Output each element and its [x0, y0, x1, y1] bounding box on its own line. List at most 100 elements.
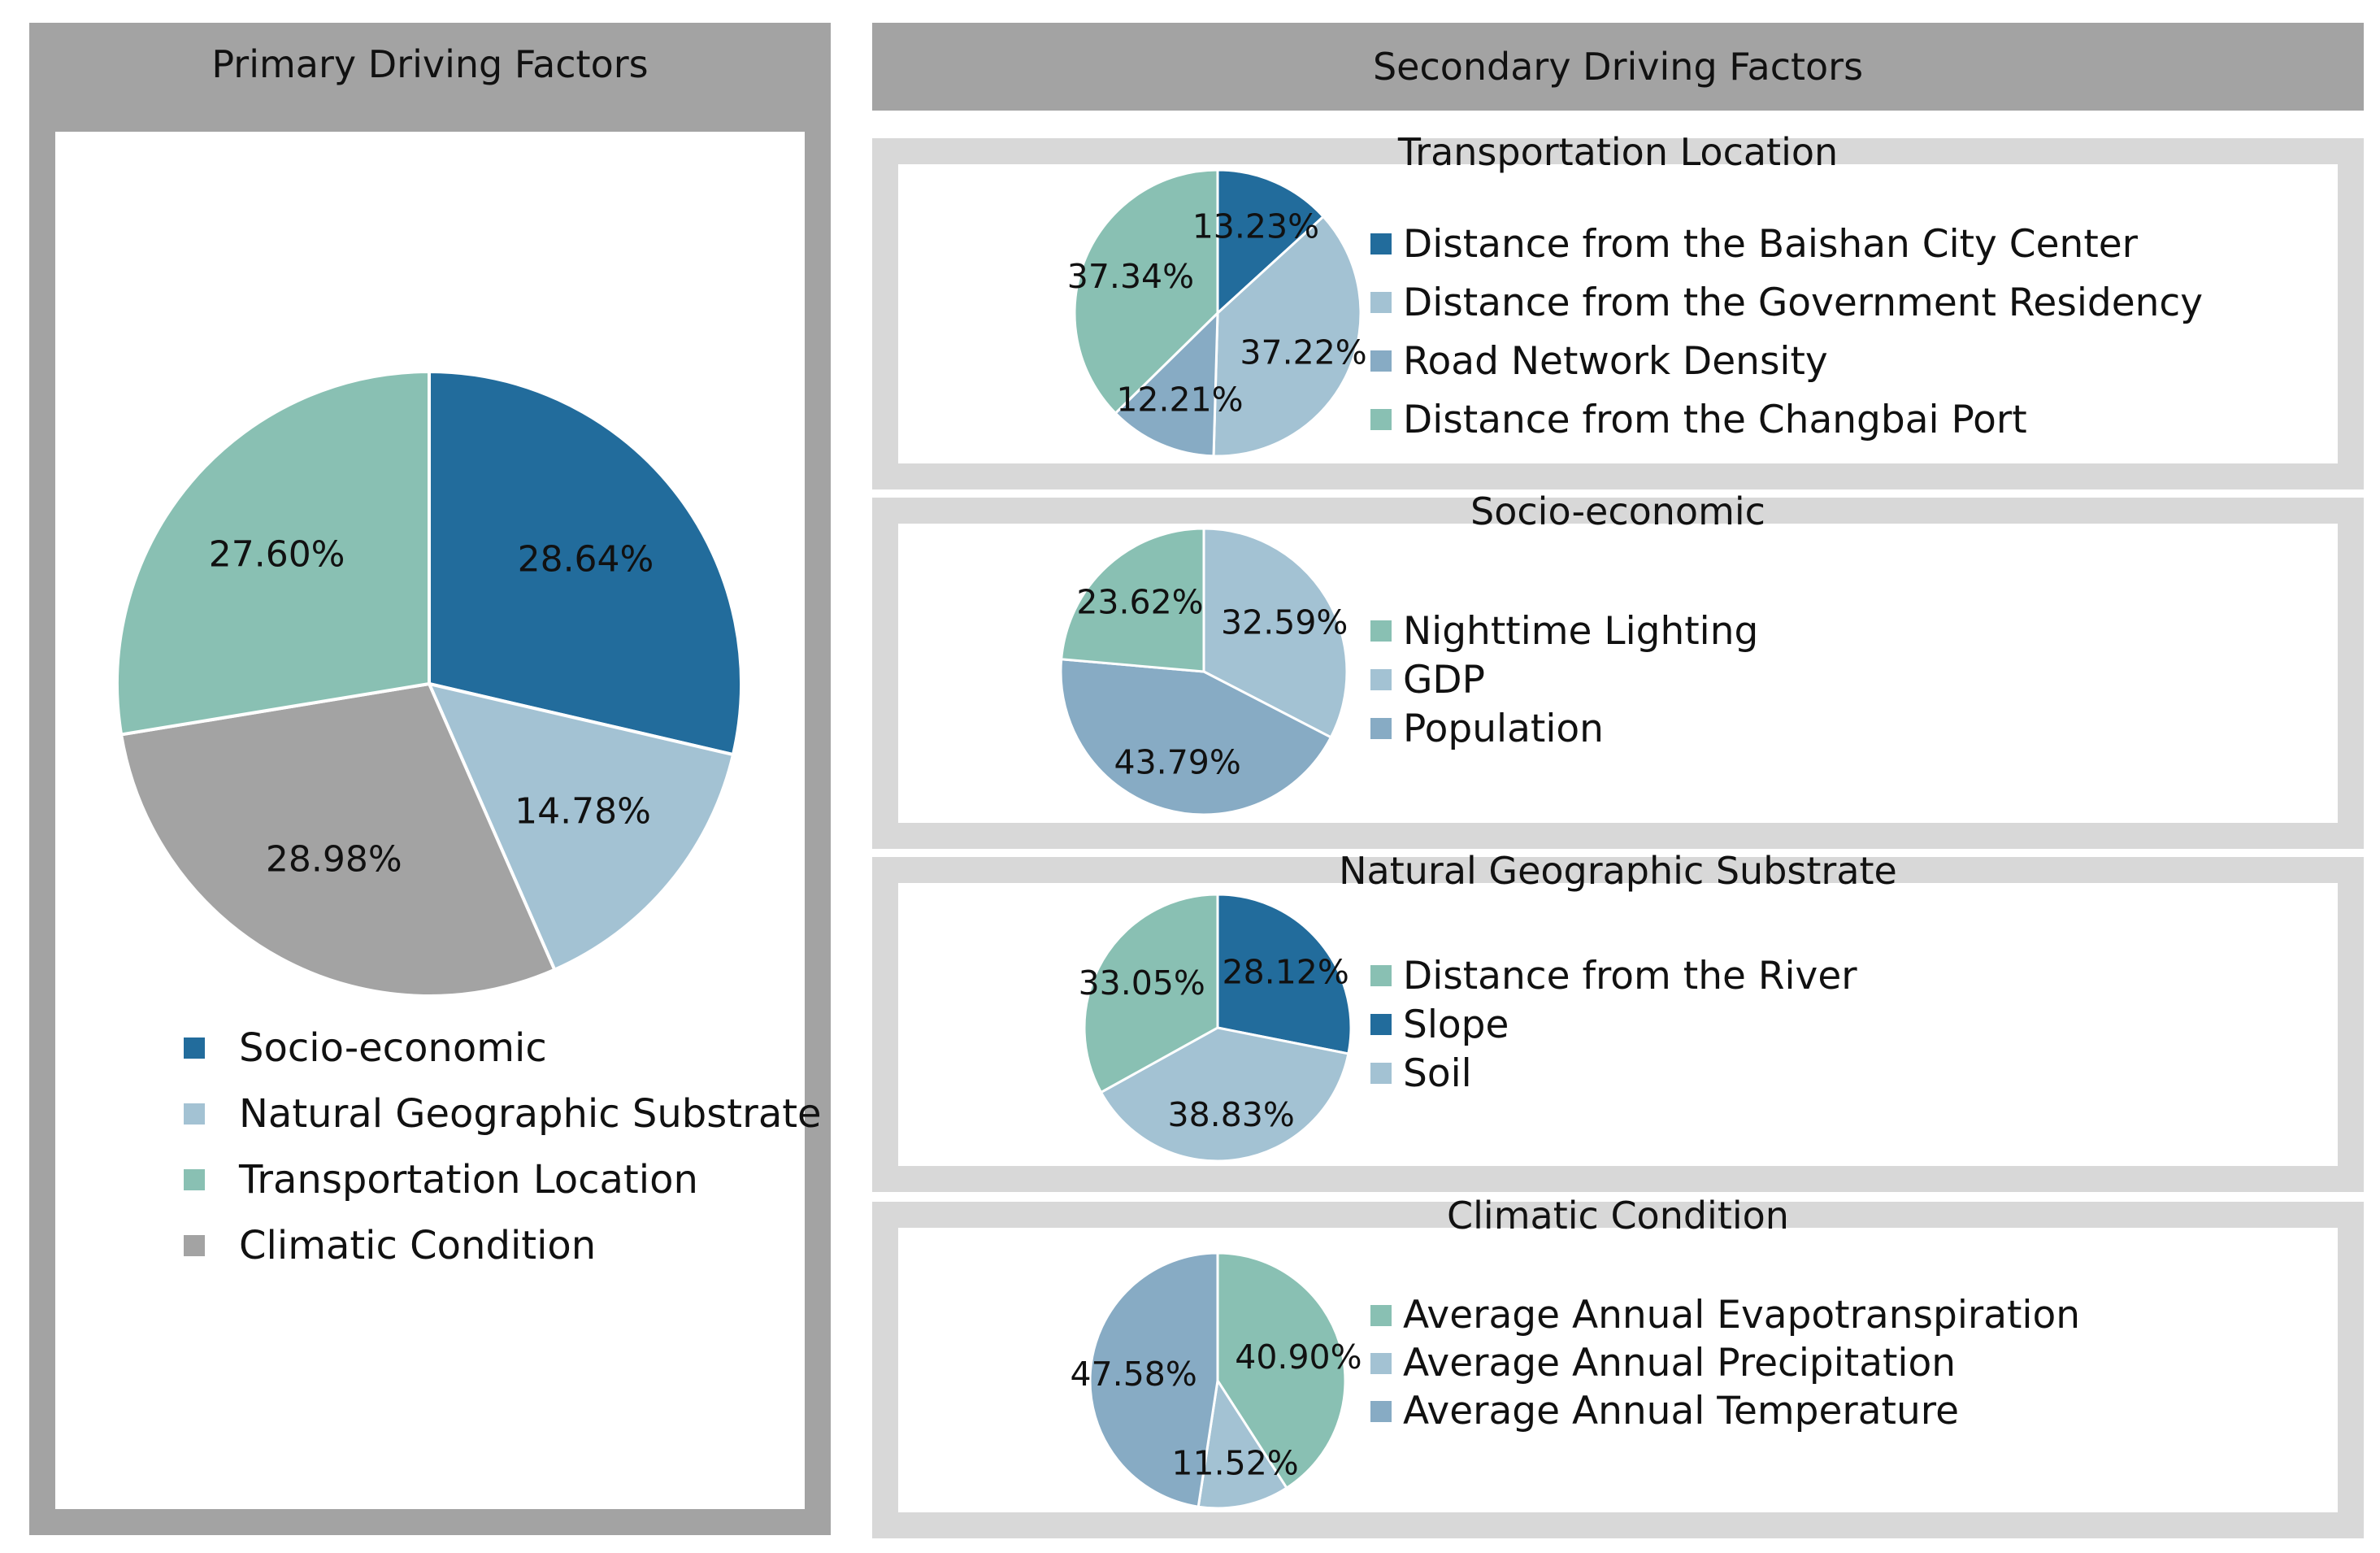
climatic-legend-swatch [1370, 1400, 1392, 1422]
transportation-data-label-distance-from-the-baishan-city-center: 13.23% [1192, 207, 1319, 246]
socio-economic-legend-item-population: Population [1370, 704, 1758, 753]
transportation-data-label-road-network-density: 12.21% [1116, 380, 1243, 419]
socio-economic-pie-chart: 32.59% 43.79% 23.62% [1059, 527, 1349, 816]
primary-slice-transportation-location [115, 369, 431, 737]
climatic-legend: Average Annual Evapotranspiration Average… [1370, 1291, 2080, 1435]
primary-legend-swatch [184, 1103, 205, 1125]
primary-legend: Socio-economic Natural Geographic Substra… [184, 1015, 822, 1278]
primary-slice-socio-economic [428, 369, 743, 757]
secondary-header-title: Secondary Driving Factors [1372, 45, 1864, 89]
transportation-legend-label: Road Network Density [1403, 338, 1828, 384]
climatic-slice-average-annual-temperature [1088, 1251, 1219, 1508]
climatic-legend-swatch [1370, 1352, 1392, 1374]
transportation-legend: Distance from the Baishan City Center Dis… [1370, 215, 2203, 449]
transportation-data-label-distance-from-the-government-residency: 37.22% [1240, 333, 1366, 372]
transportation-slice-road-network-density [1114, 310, 1219, 458]
transportation-legend-item-road-network-density: Road Network Density [1370, 332, 2203, 390]
socio-economic-legend-swatch [1370, 718, 1392, 739]
transportation-legend-item-distance-from-the-baishan-city-center: Distance from the Baishan City Center [1370, 215, 2203, 273]
primary-data-label-socio-economic: 28.64% [518, 539, 654, 581]
primary-legend-label: Natural Geographic Substrate [239, 1090, 822, 1137]
primary-legend-item-natural-geographic-substrate: Natural Geographic Substrate [184, 1081, 822, 1146]
primary-legend-item-transportation-location: Transportation Location [184, 1146, 822, 1212]
climatic-title: Climatic Condition [1447, 1194, 1789, 1238]
socio-economic-legend-label: GDP [1403, 657, 1485, 703]
natural-geographic-pie-chart: 28.12% 38.83% 33.05% [1079, 893, 1353, 1163]
socio-economic-legend-label: Population [1403, 706, 1604, 751]
transportation-slice-distance-from-the-government-residency [1212, 215, 1362, 458]
socio-economic-legend-item-gdp: GDP [1370, 655, 1758, 704]
socio-economic-legend-label: Nighttime Lighting [1403, 608, 1759, 654]
primary-legend-swatch [184, 1037, 205, 1059]
natural-geographic-legend-label: Slope [1403, 1002, 1509, 1047]
climatic-legend-label: Average Annual Precipitation [1403, 1341, 1957, 1386]
socio-economic-data-label-nighttime-lighting: 23.62% [1076, 582, 1203, 621]
primary-legend-label: Climatic Condition [239, 1222, 597, 1268]
transportation-legend-swatch [1370, 409, 1392, 430]
climatic-legend-item-average-annual-temperature: Average Annual Temperature [1370, 1387, 2080, 1435]
transportation-legend-swatch [1370, 350, 1392, 372]
socio-economic-legend-swatch [1370, 620, 1392, 642]
climatic-data-label-average-annual-evapotranspiration: 40.90% [1235, 1338, 1362, 1377]
natural-geographic-slice-slope [1216, 893, 1353, 1055]
socio-economic-legend-swatch [1370, 669, 1392, 690]
natural-geographic-data-label-distance-from-the-river: 33.05% [1079, 964, 1205, 1003]
natural-geographic-legend-swatch [1370, 965, 1392, 986]
climatic-pie-chart: 40.90% 11.52% 47.58% [1071, 1251, 1362, 1510]
primary-legend-label: Transportation Location [239, 1156, 698, 1203]
socio-economic-slice-gdp [1202, 527, 1349, 739]
primary-legend-label: Socio-economic [239, 1024, 547, 1071]
socio-economic-data-label-gdp: 32.59% [1221, 603, 1348, 642]
transportation-title: Transportation Location [1397, 130, 1839, 174]
climatic-legend-item-average-annual-precipitation: Average Annual Precipitation [1370, 1339, 2080, 1387]
natural-geographic-legend-item-distance-from-the-river: Distance from the River [1370, 951, 1857, 1000]
primary-slice-climatic-condition [119, 681, 557, 998]
primary-legend-swatch [184, 1234, 205, 1256]
natural-geographic-title: Natural Geographic Substrate [1339, 849, 1897, 893]
transportation-legend-label: Distance from the Government Residency [1403, 280, 2204, 325]
primary-pie-chart: 28.64% 14.78% 28.98% 27.60% [115, 369, 743, 998]
transportation-legend-label: Distance from the Changbai Port [1403, 397, 2027, 442]
natural-geographic-legend-label: Distance from the River [1403, 953, 1857, 998]
transportation-legend-item-distance-from-the-government-residency: Distance from the Government Residency [1370, 273, 2203, 332]
natural-geographic-legend-item-slope: Slope [1370, 1000, 1857, 1049]
natural-geographic-data-label-slope: 28.12% [1222, 952, 1349, 991]
transportation-legend-label: Distance from the Baishan City Center [1403, 221, 2138, 267]
primary-header-title: Primary Driving Factors [211, 42, 649, 86]
natural-geographic-legend-swatch [1370, 1063, 1392, 1084]
primary-data-label-natural-geographic-substrate: 14.78% [515, 791, 651, 833]
natural-geographic-legend-swatch [1370, 1014, 1392, 1035]
socio-economic-legend-item-nighttime-lighting: Nighttime Lighting [1370, 607, 1758, 655]
natural-geographic-slice-distance-from-the-river [1083, 893, 1219, 1094]
climatic-legend-item-average-annual-evapotranspiration: Average Annual Evapotranspiration [1370, 1291, 2080, 1339]
transportation-legend-item-distance-from-the-changbai-port: Distance from the Changbai Port [1370, 390, 2203, 449]
climatic-legend-label: Average Annual Evapotranspiration [1403, 1293, 2081, 1338]
transportation-slice-distance-from-the-baishan-city-center [1216, 168, 1326, 316]
socio-economic-title: Socio-economic [1470, 489, 1765, 533]
climatic-legend-label: Average Annual Temperature [1403, 1389, 1959, 1433]
primary-slice-natural-geographic-substrate [426, 681, 736, 972]
primary-legend-item-socio-economic: Socio-economic [184, 1015, 822, 1081]
secondary-header: Secondary Driving Factors [872, 23, 2364, 111]
socio-economic-legend: Nighttime Lighting GDP Population [1370, 607, 1758, 753]
primary-data-label-climatic-condition: 28.98% [266, 839, 402, 881]
climatic-data-label-average-annual-precipitation: 11.52% [1171, 1443, 1298, 1482]
natural-geographic-legend-label: Soil [1403, 1051, 1472, 1096]
natural-geographic-slice-soil [1099, 1026, 1350, 1163]
socio-economic-slice-population [1059, 658, 1333, 816]
transportation-legend-swatch [1370, 292, 1392, 313]
natural-geographic-legend-item-soil: Soil [1370, 1049, 1857, 1098]
climatic-legend-swatch [1370, 1304, 1392, 1326]
climatic-data-label-average-annual-temperature: 47.58% [1071, 1355, 1197, 1394]
transportation-data-label-distance-from-the-changbai-port: 37.34% [1067, 257, 1194, 296]
natural-geographic-legend: Distance from the River Slope Soil [1370, 951, 1857, 1098]
primary-data-label-transportation-location: 27.60% [209, 533, 345, 575]
primary-legend-swatch [184, 1168, 205, 1190]
transportation-pie-chart: 13.23% 37.22% 12.21% 37.34% [1067, 168, 1367, 458]
socio-economic-data-label-population: 43.79% [1114, 743, 1241, 782]
socio-economic-slice-nighttime-lighting [1060, 527, 1205, 673]
primary-header: Primary Driving Factors [29, 23, 831, 106]
climatic-slice-average-annual-precipitation [1197, 1377, 1289, 1510]
transportation-legend-swatch [1370, 233, 1392, 254]
transportation-slice-distance-from-the-changbai-port [1073, 168, 1219, 415]
